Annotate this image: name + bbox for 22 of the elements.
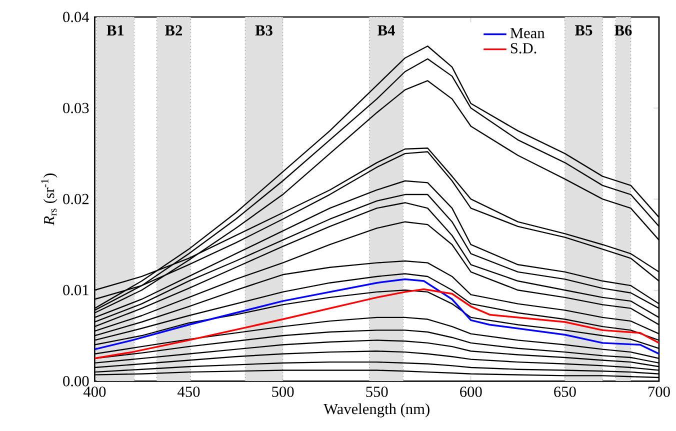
y-tick-label: 0.01 <box>63 285 88 296</box>
x-tick-label: 550 <box>366 386 388 398</box>
x-tick-label: 450 <box>178 386 200 398</box>
band-label: B1 <box>106 26 124 36</box>
y-axis-title: R$_{rs}$ (sr$^{-1}$) <box>41 174 58 226</box>
band-label: B6 <box>614 26 632 36</box>
y-tick-label: 0.04 <box>63 12 90 22</box>
band-label: B3 <box>255 26 272 36</box>
y-tick-label: 0.03 <box>63 103 89 114</box>
x-tick-label: 600 <box>460 386 482 398</box>
y-tick-label: 0.02 <box>63 194 88 205</box>
legend-label: S.D. <box>510 43 536 54</box>
x-tick-label: 400 <box>84 386 106 398</box>
x-tick-label: 700 <box>648 386 670 398</box>
x-tick-label: 500 <box>272 386 294 398</box>
band-label: B2 <box>165 26 182 36</box>
x-axis-title: Wavelength (nm) <box>324 404 430 418</box>
band-label: B5 <box>575 26 592 36</box>
y-tick-label: 0.00 <box>63 376 89 387</box>
x-tick-label: 650 <box>554 386 576 398</box>
band-label: B4 <box>378 26 395 36</box>
legend-label: Mean <box>510 28 545 38</box>
